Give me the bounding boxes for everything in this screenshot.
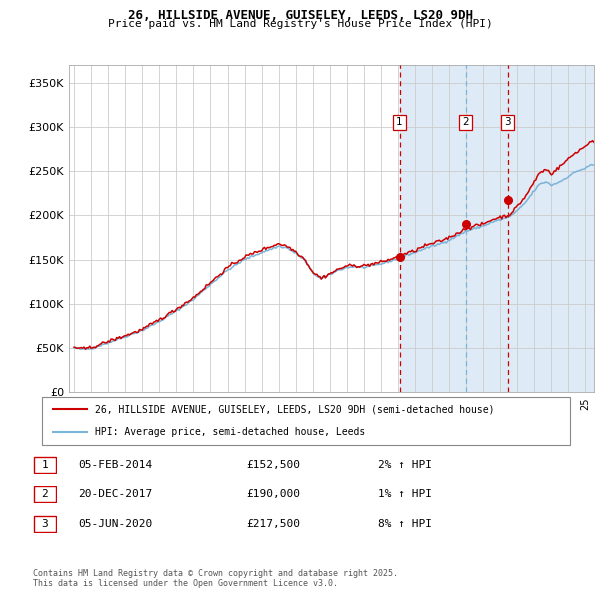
Text: 05-JUN-2020: 05-JUN-2020 xyxy=(78,519,152,529)
Text: £152,500: £152,500 xyxy=(246,460,300,470)
FancyBboxPatch shape xyxy=(34,486,56,502)
Text: HPI: Average price, semi-detached house, Leeds: HPI: Average price, semi-detached house,… xyxy=(95,427,365,437)
Text: 3: 3 xyxy=(504,117,511,127)
Text: £190,000: £190,000 xyxy=(246,490,300,499)
Text: 2% ↑ HPI: 2% ↑ HPI xyxy=(378,460,432,470)
Text: 26, HILLSIDE AVENUE, GUISELEY, LEEDS, LS20 9DH: 26, HILLSIDE AVENUE, GUISELEY, LEEDS, LS… xyxy=(128,9,473,22)
Text: 2: 2 xyxy=(463,117,469,127)
Text: 8% ↑ HPI: 8% ↑ HPI xyxy=(378,519,432,529)
Text: 1% ↑ HPI: 1% ↑ HPI xyxy=(378,490,432,499)
Text: 1: 1 xyxy=(41,460,49,470)
Text: Price paid vs. HM Land Registry's House Price Index (HPI): Price paid vs. HM Land Registry's House … xyxy=(107,19,493,30)
FancyBboxPatch shape xyxy=(34,457,56,473)
Text: 05-FEB-2014: 05-FEB-2014 xyxy=(78,460,152,470)
Text: 26, HILLSIDE AVENUE, GUISELEY, LEEDS, LS20 9DH (semi-detached house): 26, HILLSIDE AVENUE, GUISELEY, LEEDS, LS… xyxy=(95,404,494,414)
Text: £217,500: £217,500 xyxy=(246,519,300,529)
Bar xyxy=(400,65,594,392)
Text: Contains HM Land Registry data © Crown copyright and database right 2025.
This d: Contains HM Land Registry data © Crown c… xyxy=(33,569,398,588)
Text: 20-DEC-2017: 20-DEC-2017 xyxy=(78,490,152,499)
Text: 3: 3 xyxy=(41,519,49,529)
Text: 2: 2 xyxy=(41,490,49,499)
FancyBboxPatch shape xyxy=(34,516,56,532)
Text: 1: 1 xyxy=(396,117,403,127)
FancyBboxPatch shape xyxy=(42,397,570,445)
